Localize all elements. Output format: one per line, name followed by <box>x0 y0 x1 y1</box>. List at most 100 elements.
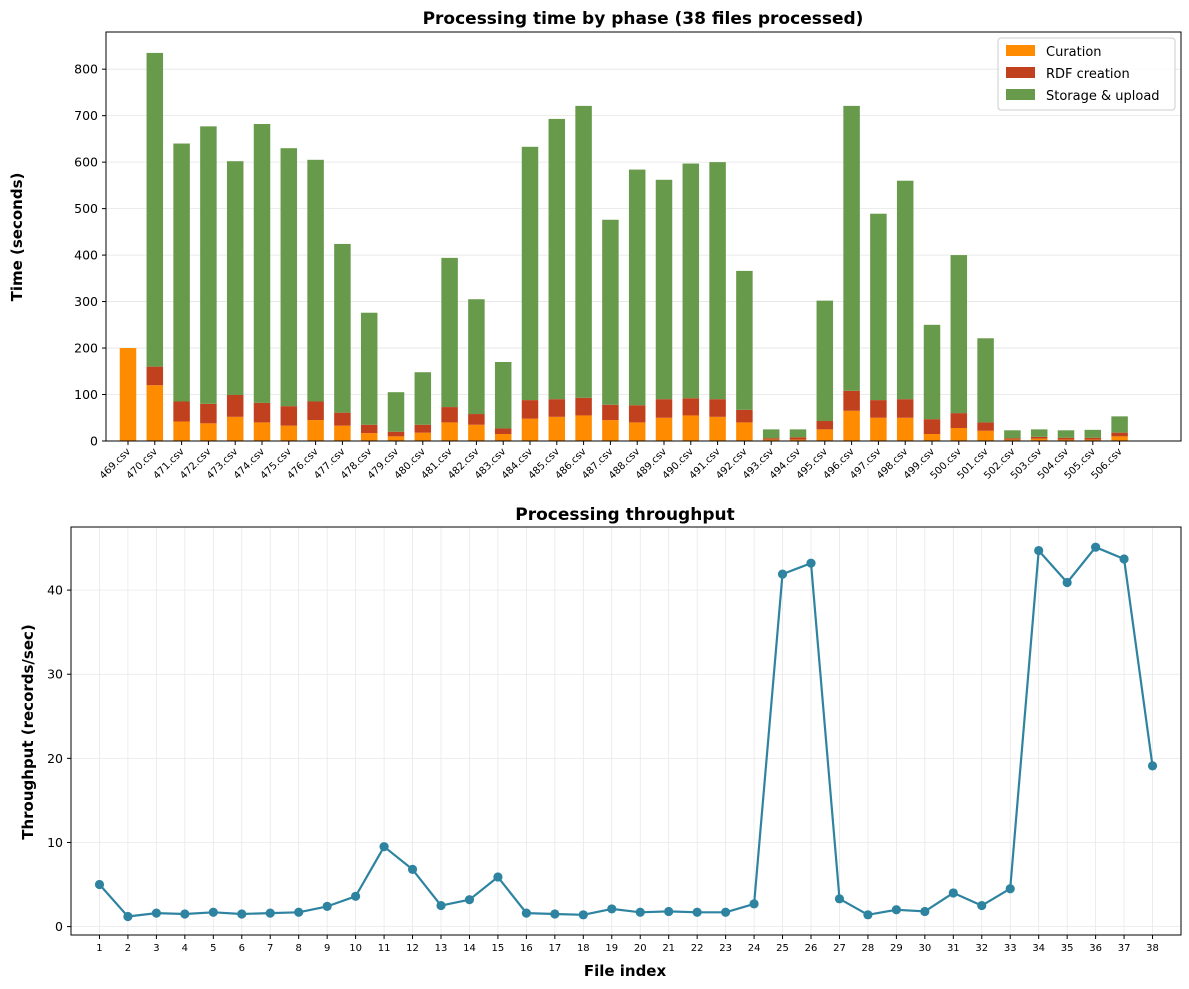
top-y-tick-label: 200 <box>74 341 98 356</box>
legend-swatch-storage-upload <box>1006 89 1035 100</box>
bottom-x-tick-label: 33 <box>1004 943 1017 954</box>
bar-segment-curation <box>655 417 673 441</box>
top-y-ticks: 0 100 200 300 400 500 600 700 800 <box>74 62 106 449</box>
top-y-tick-label: 300 <box>74 294 98 309</box>
bar-segment-storage-upload <box>709 162 726 400</box>
bar-segment-rdf-creation <box>896 399 914 418</box>
bottom-y-tick-label: 40 <box>47 583 63 598</box>
bar-segment-curation <box>1030 438 1048 441</box>
bottom-x-ticks: 1 2 3 4 5 6 7 8 9 10 11 12 13 14 15 16 17 18 19 20 21 22 23 24 2… <box>96 935 1159 954</box>
throughput-point <box>265 908 275 918</box>
throughput-point <box>1119 554 1129 564</box>
top-y-tick-label: 800 <box>74 62 98 77</box>
bottom-x-tick-label: 12 <box>406 943 419 954</box>
bottom-x-tick-label: 4 <box>182 943 188 954</box>
throughput-point <box>180 909 190 919</box>
bar-segment-storage-upload <box>870 213 887 401</box>
bar-segment-rdf-creation <box>762 438 780 440</box>
bar-segment-rdf-creation <box>441 407 458 423</box>
bottom-x-tick-label: 31 <box>947 943 960 954</box>
throughput-point <box>550 909 560 919</box>
bar-segment-rdf-creation <box>1111 432 1128 437</box>
bar-segment-curation <box>816 429 834 441</box>
bar-segment-curation <box>119 348 137 441</box>
throughput-point <box>436 900 446 911</box>
bar-segment-curation <box>602 420 619 441</box>
bar-segment-storage-upload <box>360 312 378 425</box>
bar-segment-curation <box>709 416 726 441</box>
bar-segment-curation <box>494 434 512 441</box>
bottom-x-tick-label: 3 <box>153 943 159 954</box>
bottom-x-tick-label: 10 <box>349 943 362 954</box>
legend-swatch-rdf-creation <box>1006 67 1035 78</box>
top-y-tick-label: 0 <box>90 434 98 449</box>
throughput-point <box>94 879 105 890</box>
bar-segment-curation <box>736 422 753 441</box>
bar-segment-rdf-creation <box>602 404 619 421</box>
bottom-y-tick-label: 0 <box>55 919 63 934</box>
bar-segment-rdf-creation <box>789 437 807 440</box>
bottom-x-tick-label: 1 <box>96 943 102 954</box>
throughput-point <box>834 894 845 904</box>
bar-segment-storage-upload <box>200 126 217 404</box>
bar-segment-rdf-creation <box>816 421 834 430</box>
bottom-x-tick-label: 36 <box>1089 943 1102 954</box>
bottom-x-tick-label: 19 <box>605 943 618 954</box>
bar-segment-storage-upload <box>280 148 298 407</box>
legend-swatch-curation <box>1006 45 1035 56</box>
throughput-point <box>1091 542 1101 552</box>
bar-segment-rdf-creation <box>387 431 405 437</box>
bottom-x-tick-label: 2 <box>125 943 131 954</box>
top-y-tick-label: 500 <box>74 201 98 216</box>
bar-segment-curation <box>253 422 271 441</box>
bar-segment-curation <box>360 433 378 441</box>
throughput-point <box>1034 545 1044 556</box>
bar-segment-storage-upload <box>1057 430 1075 438</box>
throughput-point <box>891 905 901 915</box>
bar-segment-storage-upload <box>146 52 164 367</box>
bottom-x-axis-label: File index <box>584 962 667 980</box>
bottom-axes-frame <box>70 526 1182 936</box>
bar-segment-curation <box>762 439 780 441</box>
throughput-point <box>237 909 247 919</box>
bar-segment-rdf-creation <box>468 414 485 425</box>
bar-segment-storage-upload <box>1111 416 1128 433</box>
bar-segment-curation <box>896 417 914 441</box>
bottom-x-tick-label: 13 <box>435 943 448 954</box>
bar-segment-rdf-creation <box>870 400 887 418</box>
bar-segment-storage-upload <box>468 299 485 415</box>
bar-segment-rdf-creation <box>1084 437 1102 440</box>
top-y-tick-label: 600 <box>74 155 98 170</box>
legend-box <box>997 37 1176 111</box>
bottom-x-tick-label: 35 <box>1061 943 1074 954</box>
bar-segment-storage-upload <box>789 429 807 438</box>
bar-segment-rdf-creation <box>253 402 271 423</box>
bar-segment-storage-upload <box>414 372 432 425</box>
phase-time-chart: 0 100 200 300 400 500 600 700 800 469.csv470.csv… <box>8 9 1182 482</box>
bar-segment-rdf-creation <box>736 409 753 423</box>
bar-segment-curation <box>226 416 244 441</box>
throughput-point <box>806 558 816 568</box>
bar-segment-storage-upload <box>1030 429 1048 437</box>
throughput-point <box>407 864 418 874</box>
bottom-x-tick-label: 14 <box>463 943 476 954</box>
bottom-x-tick-label: 28 <box>862 943 875 954</box>
bar-segment-storage-upload <box>628 169 646 406</box>
legend-label-storage-upload: Storage & upload <box>1046 89 1160 104</box>
bar-segment-storage-upload <box>923 324 941 420</box>
bar-segment-rdf-creation <box>146 366 164 386</box>
bar-segment-rdf-creation <box>1057 437 1075 440</box>
bar-segment-curation <box>334 425 351 441</box>
bottom-x-tick-label: 9 <box>324 943 330 954</box>
bar-segment-rdf-creation <box>521 400 539 419</box>
throughput-point <box>635 907 645 917</box>
bar-segment-storage-upload <box>977 338 994 423</box>
top-y-tick-label: 400 <box>74 248 98 263</box>
top-axes-frame <box>105 31 1182 442</box>
bottom-x-tick-label: 26 <box>805 943 818 954</box>
throughput-point <box>1005 884 1015 894</box>
bottom-x-tick-label: 16 <box>520 943 533 954</box>
bar-segment-rdf-creation <box>843 390 860 411</box>
bar-segment-storage-upload <box>441 257 458 408</box>
